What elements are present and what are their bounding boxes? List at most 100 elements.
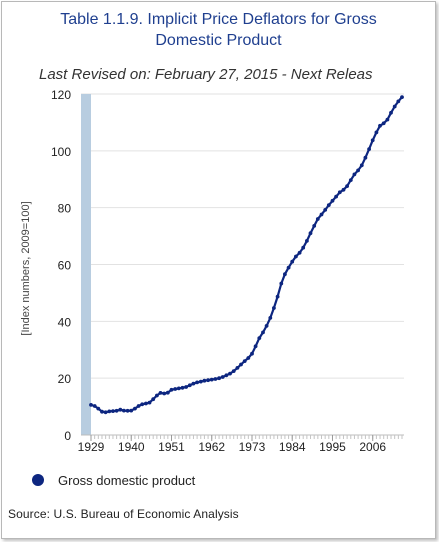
data-point (125, 408, 130, 413)
x-tick-label: 1940 (118, 440, 145, 454)
data-point (297, 250, 302, 255)
data-point (165, 390, 170, 395)
data-point (118, 407, 123, 412)
x-tick-label: 1973 (239, 440, 266, 454)
data-point (400, 95, 404, 99)
data-point (385, 117, 390, 122)
chart-title-line-1: Table 1.1.9. Implicit Price Deflators fo… (60, 11, 377, 28)
data-point (312, 224, 317, 228)
x-tick-label: 1984 (279, 440, 306, 454)
data-point (235, 366, 240, 370)
data-point (337, 190, 342, 195)
data-point (169, 387, 174, 392)
data-point (341, 187, 346, 192)
grid-layer (81, 93, 404, 379)
y-tick-label: 40 (58, 315, 72, 329)
data-point (228, 371, 232, 376)
data-point (381, 121, 386, 126)
x-tick-label: 1929 (78, 440, 105, 454)
data-point (279, 281, 284, 286)
data-point (261, 330, 265, 335)
data-point (396, 99, 401, 104)
x-tick-label: 1951 (158, 440, 185, 454)
data-point (389, 110, 393, 115)
x-tick-label: 1962 (198, 440, 225, 454)
y-axis-title: [Index numbers, 2009=100] (20, 201, 32, 335)
data-point (378, 123, 382, 128)
chart-title: Table 1.1.9. Implicit Price Deflators fo… (2, 9, 435, 51)
data-point (213, 377, 218, 381)
data-point (326, 203, 331, 208)
data-point (100, 409, 104, 414)
data-point (220, 375, 225, 379)
data-point (191, 381, 196, 386)
data-point (96, 406, 101, 411)
data-point (180, 385, 185, 390)
data-point (89, 403, 93, 407)
data-point (370, 138, 375, 143)
data-point (253, 344, 258, 349)
data-point (147, 400, 152, 405)
y-tick-label: 20 (58, 372, 72, 386)
data-point (136, 404, 141, 408)
data-point (184, 385, 189, 389)
label-layer: 0 20 40 60 80 100 120 1929 1940 1951 1962 1973 1984 1… (20, 88, 386, 454)
y-tick-label: 60 (58, 259, 72, 273)
legend-marker-icon (32, 474, 44, 486)
data-point (92, 404, 97, 408)
data-point (290, 259, 295, 264)
data-point (122, 408, 126, 413)
data-point (198, 379, 203, 384)
data-point (315, 217, 320, 221)
data-point (334, 194, 338, 199)
data-point (224, 373, 229, 378)
data-point (114, 408, 119, 413)
data-point (301, 245, 306, 250)
data-point (231, 369, 236, 373)
data-point (286, 265, 291, 270)
data-point (129, 408, 134, 413)
data-point (209, 377, 214, 382)
legend[interactable]: Gross domestic product (32, 472, 195, 488)
data-point (239, 362, 243, 367)
data-point (392, 104, 397, 109)
data-point (363, 155, 368, 160)
data-point (268, 316, 273, 320)
line-chart: 0 20 40 60 80 100 120 1929 1940 1951 1962 1973 1984 1… (20, 88, 404, 454)
legend-label: Gross domestic product (58, 472, 196, 488)
data-point (133, 406, 137, 411)
data-point (162, 391, 167, 396)
data-point (374, 130, 379, 135)
data-point (359, 163, 364, 168)
chart-title-line-2: Domestic Product (155, 32, 282, 49)
data-point (275, 294, 280, 299)
data-point (257, 336, 262, 340)
data-point (187, 383, 192, 388)
data-point (264, 324, 269, 328)
series-layer (89, 95, 404, 415)
y-tick-label: 0 (64, 429, 71, 443)
data-point (111, 409, 115, 413)
data-point (206, 378, 211, 383)
data-point (352, 172, 357, 177)
data-point (202, 378, 207, 383)
data-point (158, 391, 163, 395)
x-tick-label: 1995 (319, 440, 346, 454)
selection-band (81, 94, 91, 435)
source-note: Source: U.S. Bureau of Economic Analysis (8, 507, 239, 521)
data-point (103, 410, 108, 415)
data-point (294, 254, 298, 259)
data-point (283, 272, 287, 277)
data-point (323, 208, 328, 212)
data-point (308, 231, 313, 236)
data-point (246, 356, 251, 360)
data-point (319, 212, 324, 217)
data-point (242, 359, 247, 363)
data-point (176, 386, 181, 391)
data-point (107, 409, 112, 414)
data-point (151, 397, 156, 402)
y-tick-label: 120 (51, 88, 71, 102)
data-point (144, 401, 148, 406)
data-point (195, 380, 200, 385)
